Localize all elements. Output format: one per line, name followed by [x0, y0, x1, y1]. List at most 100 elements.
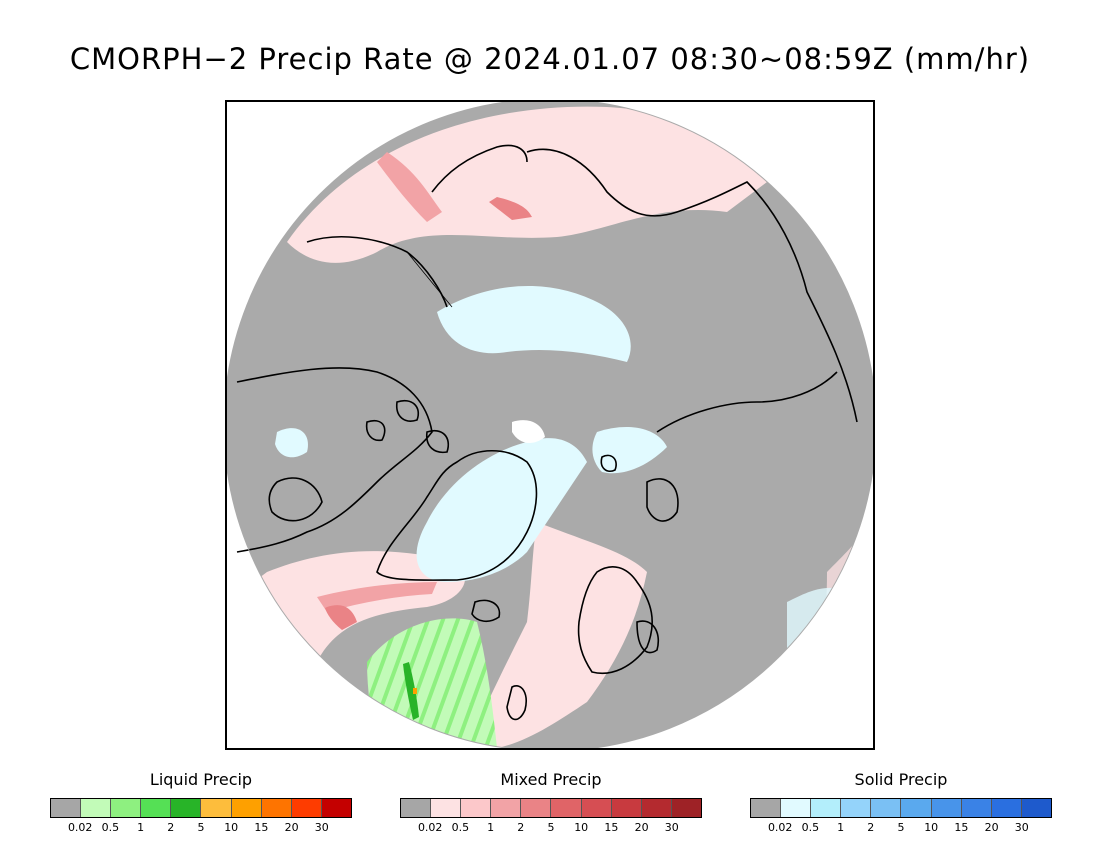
legend-tick-label: 10 — [224, 821, 239, 834]
legend-swatch — [641, 799, 672, 817]
legend-ticks: 0.02 0.5 1 2 5 10 15 20 30 — [50, 821, 352, 835]
legend-tick-label: 1 — [487, 821, 495, 834]
legend-tick-label: 0.5 — [101, 821, 120, 834]
legend-swatch — [781, 799, 812, 817]
legend-swatch — [171, 799, 202, 817]
legend-swatch — [931, 799, 962, 817]
legend-swatch — [991, 799, 1022, 817]
legend-tick-label: 30 — [664, 821, 679, 834]
coastline-canada — [365, 420, 386, 442]
coastline-alaska — [306, 236, 448, 308]
legend-tick-label: 15 — [254, 821, 269, 834]
legend-swatch — [751, 799, 782, 817]
legend-colorbar — [50, 798, 352, 818]
coastline-siberia — [526, 148, 858, 423]
coastline-canada — [425, 430, 449, 454]
coastline-scandinavia — [577, 566, 653, 674]
coastline-britain — [506, 685, 527, 721]
legend-swatch — [671, 799, 701, 817]
precip-region — [489, 197, 532, 220]
legend-swatch — [521, 799, 552, 817]
coastline-svalbard — [600, 454, 617, 473]
legend-swatch — [611, 799, 642, 817]
precip-region — [592, 427, 667, 474]
legend-tick-label: 0.02 — [767, 821, 793, 834]
legend-tick-label: 0.02 — [417, 821, 443, 834]
precip-region — [403, 662, 419, 720]
precip-region — [467, 522, 647, 748]
legend-tick-label: 20 — [634, 821, 649, 834]
precip-region — [512, 420, 545, 444]
coastline-greenland — [376, 450, 538, 581]
legend-swatch — [841, 799, 872, 817]
chart-title: CMORPH−2 Precip Rate @ 2024.01.07 08:30~… — [69, 42, 1031, 76]
precip-region — [416, 438, 587, 582]
legend-colorbar — [750, 798, 1052, 818]
legend-title: Solid Precip — [854, 770, 948, 789]
legend-title: Liquid Precip — [149, 770, 253, 789]
legend-tick-label: 2 — [167, 821, 175, 834]
legend-tick-label: 5 — [197, 821, 205, 834]
legend-tick-label: 15 — [954, 821, 969, 834]
legend-tick-label: 10 — [574, 821, 589, 834]
legend-tick-label: 5 — [897, 821, 905, 834]
legend-tick-label: 20 — [984, 821, 999, 834]
legend-swatch — [901, 799, 932, 817]
polar-map — [225, 100, 875, 750]
precip-region — [287, 106, 767, 263]
legend-swatch — [231, 799, 262, 817]
legend-colorbar — [400, 798, 702, 818]
precip-region — [787, 587, 847, 672]
legend-swatch — [461, 799, 492, 817]
legend-swatch — [201, 799, 232, 817]
precip-region — [325, 605, 357, 630]
legend-title: Mixed Precip — [500, 770, 602, 789]
legend-swatch — [811, 799, 842, 817]
legend-tick-label: 20 — [284, 821, 299, 834]
precip-region — [377, 152, 442, 222]
border-line — [406, 251, 453, 308]
legend-swatch — [321, 799, 351, 817]
coastline-hudson — [268, 477, 323, 522]
legend-tick-label: 0.5 — [801, 821, 820, 834]
coastline-chukotka — [431, 144, 528, 193]
legend-tick-label: 0.5 — [451, 821, 470, 834]
coastline-canada — [236, 367, 433, 553]
legend-swatch — [551, 799, 582, 817]
legend-mixed: Mixed Precip 0.02 0.5 1 2 5 10 15 20 30 — [400, 770, 702, 835]
legend-swatch — [291, 799, 322, 817]
legend-swatch — [581, 799, 612, 817]
legend-tick-label: 0.02 — [67, 821, 93, 834]
legend-solid: Solid Precip 0.02 0.5 1 2 5 10 15 20 30 — [750, 770, 1052, 835]
legend-swatch — [261, 799, 292, 817]
legend-swatch — [961, 799, 992, 817]
legend-tick-label: 30 — [1014, 821, 1029, 834]
legend-tick-label: 15 — [604, 821, 619, 834]
coastlines — [236, 144, 858, 721]
coastline-novaya-zemlya — [646, 478, 679, 522]
coastline-russia — [656, 371, 838, 433]
legend-swatch — [401, 799, 432, 817]
legend-swatch — [141, 799, 172, 817]
legend-swatch — [491, 799, 522, 817]
legend-tick-label: 30 — [314, 821, 329, 834]
legend-swatch — [81, 799, 112, 817]
legend-tick-label: 2 — [517, 821, 525, 834]
coastline-canada — [395, 400, 419, 422]
polar-map-canvas — [227, 102, 873, 748]
precip-region — [413, 688, 417, 694]
legend-tick-label: 1 — [837, 821, 845, 834]
legend-tick-label: 1 — [137, 821, 145, 834]
legend-ticks: 0.02 0.5 1 2 5 10 15 20 30 — [750, 821, 1052, 835]
legend-tick-label: 5 — [547, 821, 555, 834]
legend-swatch — [871, 799, 902, 817]
legend-tick-label: 10 — [924, 821, 939, 834]
legend-tick-label: 2 — [867, 821, 875, 834]
precip-region — [437, 285, 631, 362]
coastline-iceland — [471, 599, 501, 623]
legend-swatch — [51, 799, 82, 817]
legend-swatch — [111, 799, 142, 817]
precip-region — [275, 428, 308, 458]
legend-liquid: Liquid Precip 0.02 0.5 1 2 5 10 15 20 30 — [50, 770, 352, 835]
legend-swatch — [431, 799, 462, 817]
